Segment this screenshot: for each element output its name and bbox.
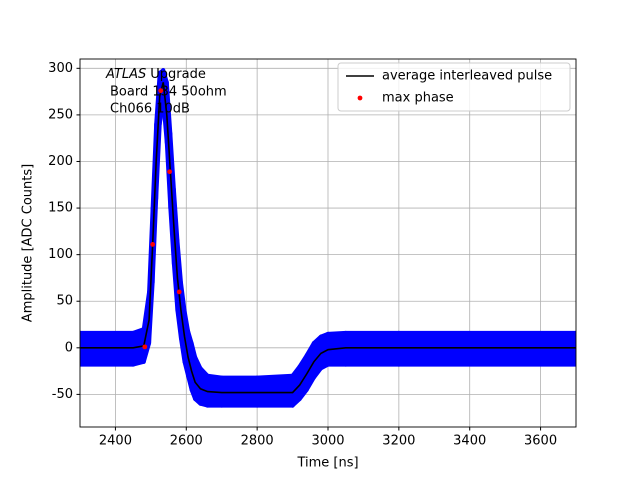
sample-band [343, 330, 401, 367]
max-phase-point [158, 88, 164, 94]
sample-band [80, 330, 136, 367]
x-axis-label: Time [ns] [296, 456, 358, 471]
max-phase-point [142, 344, 148, 350]
annotation-line: Upgrade [150, 67, 206, 82]
y-tick-label: 0 [65, 340, 73, 355]
legend-label: max phase [382, 91, 454, 106]
y-tick-label: 100 [48, 247, 73, 262]
max-phase-point [167, 169, 173, 175]
annotation-emphasis: ATLAS [105, 67, 146, 82]
x-tick-label: 3600 [524, 434, 557, 449]
sample-band [219, 375, 260, 408]
max-phase-point [150, 241, 156, 247]
y-tick-label: 150 [48, 201, 73, 216]
axes-frame [79, 58, 577, 428]
x-tick-label: 2800 [241, 434, 274, 449]
sample-band [255, 373, 295, 408]
legend-label: average interleaved pulse [382, 69, 552, 84]
annotation: ATLAS Upgrade [105, 67, 206, 82]
y-tick-label: 300 [48, 61, 73, 76]
annotation-line: Ch066 10dB [110, 102, 190, 117]
legend-swatch [357, 95, 363, 101]
sample-band [205, 373, 224, 408]
x-tick-label: 2600 [170, 434, 203, 449]
x-tick-label: 3000 [311, 434, 344, 449]
legend-box [337, 62, 571, 112]
x-tick-label: 3400 [453, 434, 486, 449]
y-axis-label: Amplitude [ADC Counts] [21, 164, 36, 322]
y-tick-label: 250 [48, 107, 73, 122]
annotation-line: Board 134 50ohm [110, 85, 227, 100]
y-tick-label: 200 [48, 154, 73, 169]
y-tick-label: 50 [56, 294, 73, 309]
x-tick-label: 3200 [382, 434, 415, 449]
x-tick-label: 2400 [99, 434, 132, 449]
sample-band [396, 330, 576, 367]
y-tick-label: -50 [52, 387, 73, 402]
max-phase-point [176, 289, 182, 295]
pulse-line [80, 82, 576, 394]
plot-area [80, 68, 576, 408]
